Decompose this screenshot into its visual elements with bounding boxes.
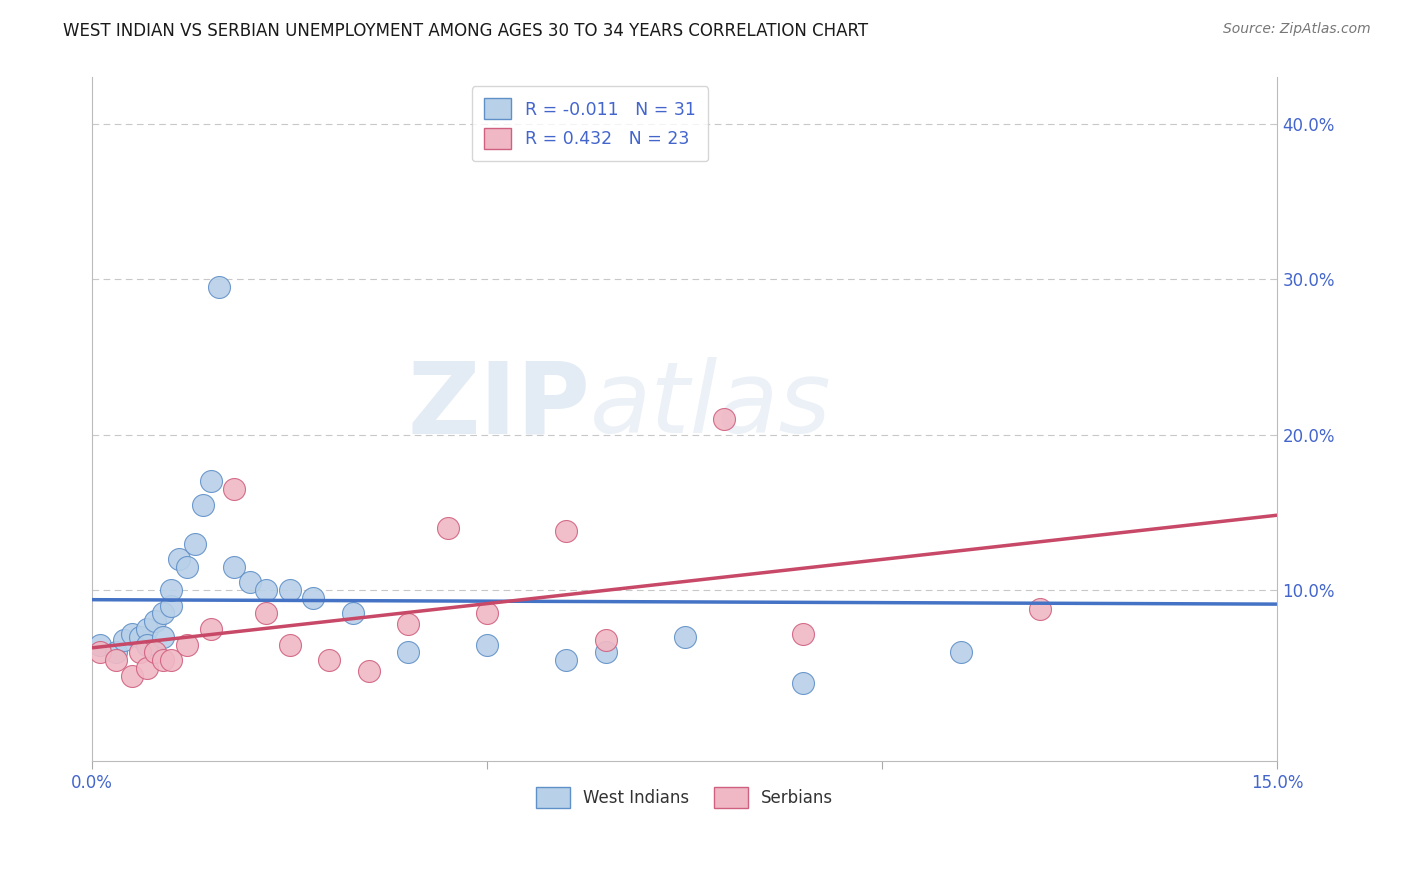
Point [136,638,159,652]
Point [713,412,735,426]
Point [595,645,617,659]
Point [184,536,207,550]
Point [224,559,246,574]
Text: atlas: atlas [591,357,831,454]
Point [1029,602,1052,616]
Point [477,638,499,652]
Legend: West Indians, Serbians: West Indians, Serbians [530,780,839,814]
Point [152,630,174,644]
Text: WEST INDIAN VS SERBIAN UNEMPLOYMENT AMONG AGES 30 TO 34 YEARS CORRELATION CHART: WEST INDIAN VS SERBIAN UNEMPLOYMENT AMON… [63,22,869,40]
Point [207,280,229,294]
Point [160,599,183,613]
Point [160,583,183,598]
Point [167,552,190,566]
Point [200,622,222,636]
Point [357,664,380,678]
Point [104,653,127,667]
Point [555,524,578,538]
Point [145,645,167,659]
Point [224,482,246,496]
Point [128,645,150,659]
Point [342,607,364,621]
Point [477,607,499,621]
Point [436,521,458,535]
Text: ZIP: ZIP [408,357,591,454]
Point [136,661,159,675]
Point [302,591,325,605]
Point [145,614,167,628]
Point [160,653,183,667]
Point [792,626,814,640]
Point [152,653,174,667]
Text: Source: ZipAtlas.com: Source: ZipAtlas.com [1223,22,1371,37]
Point [950,645,973,659]
Point [136,622,159,636]
Point [318,653,340,667]
Point [121,626,143,640]
Point [89,645,111,659]
Point [792,676,814,690]
Point [121,668,143,682]
Point [278,583,301,598]
Point [89,638,111,652]
Point [396,617,419,632]
Point [104,645,127,659]
Point [254,607,277,621]
Point [254,583,277,598]
Point [595,632,617,647]
Point [191,498,214,512]
Point [112,632,135,647]
Point [128,630,150,644]
Point [555,653,578,667]
Point [176,638,198,652]
Point [152,607,174,621]
Point [239,575,262,590]
Point [396,645,419,659]
Point [176,559,198,574]
Point [673,630,696,644]
Point [200,475,222,489]
Point [278,638,301,652]
